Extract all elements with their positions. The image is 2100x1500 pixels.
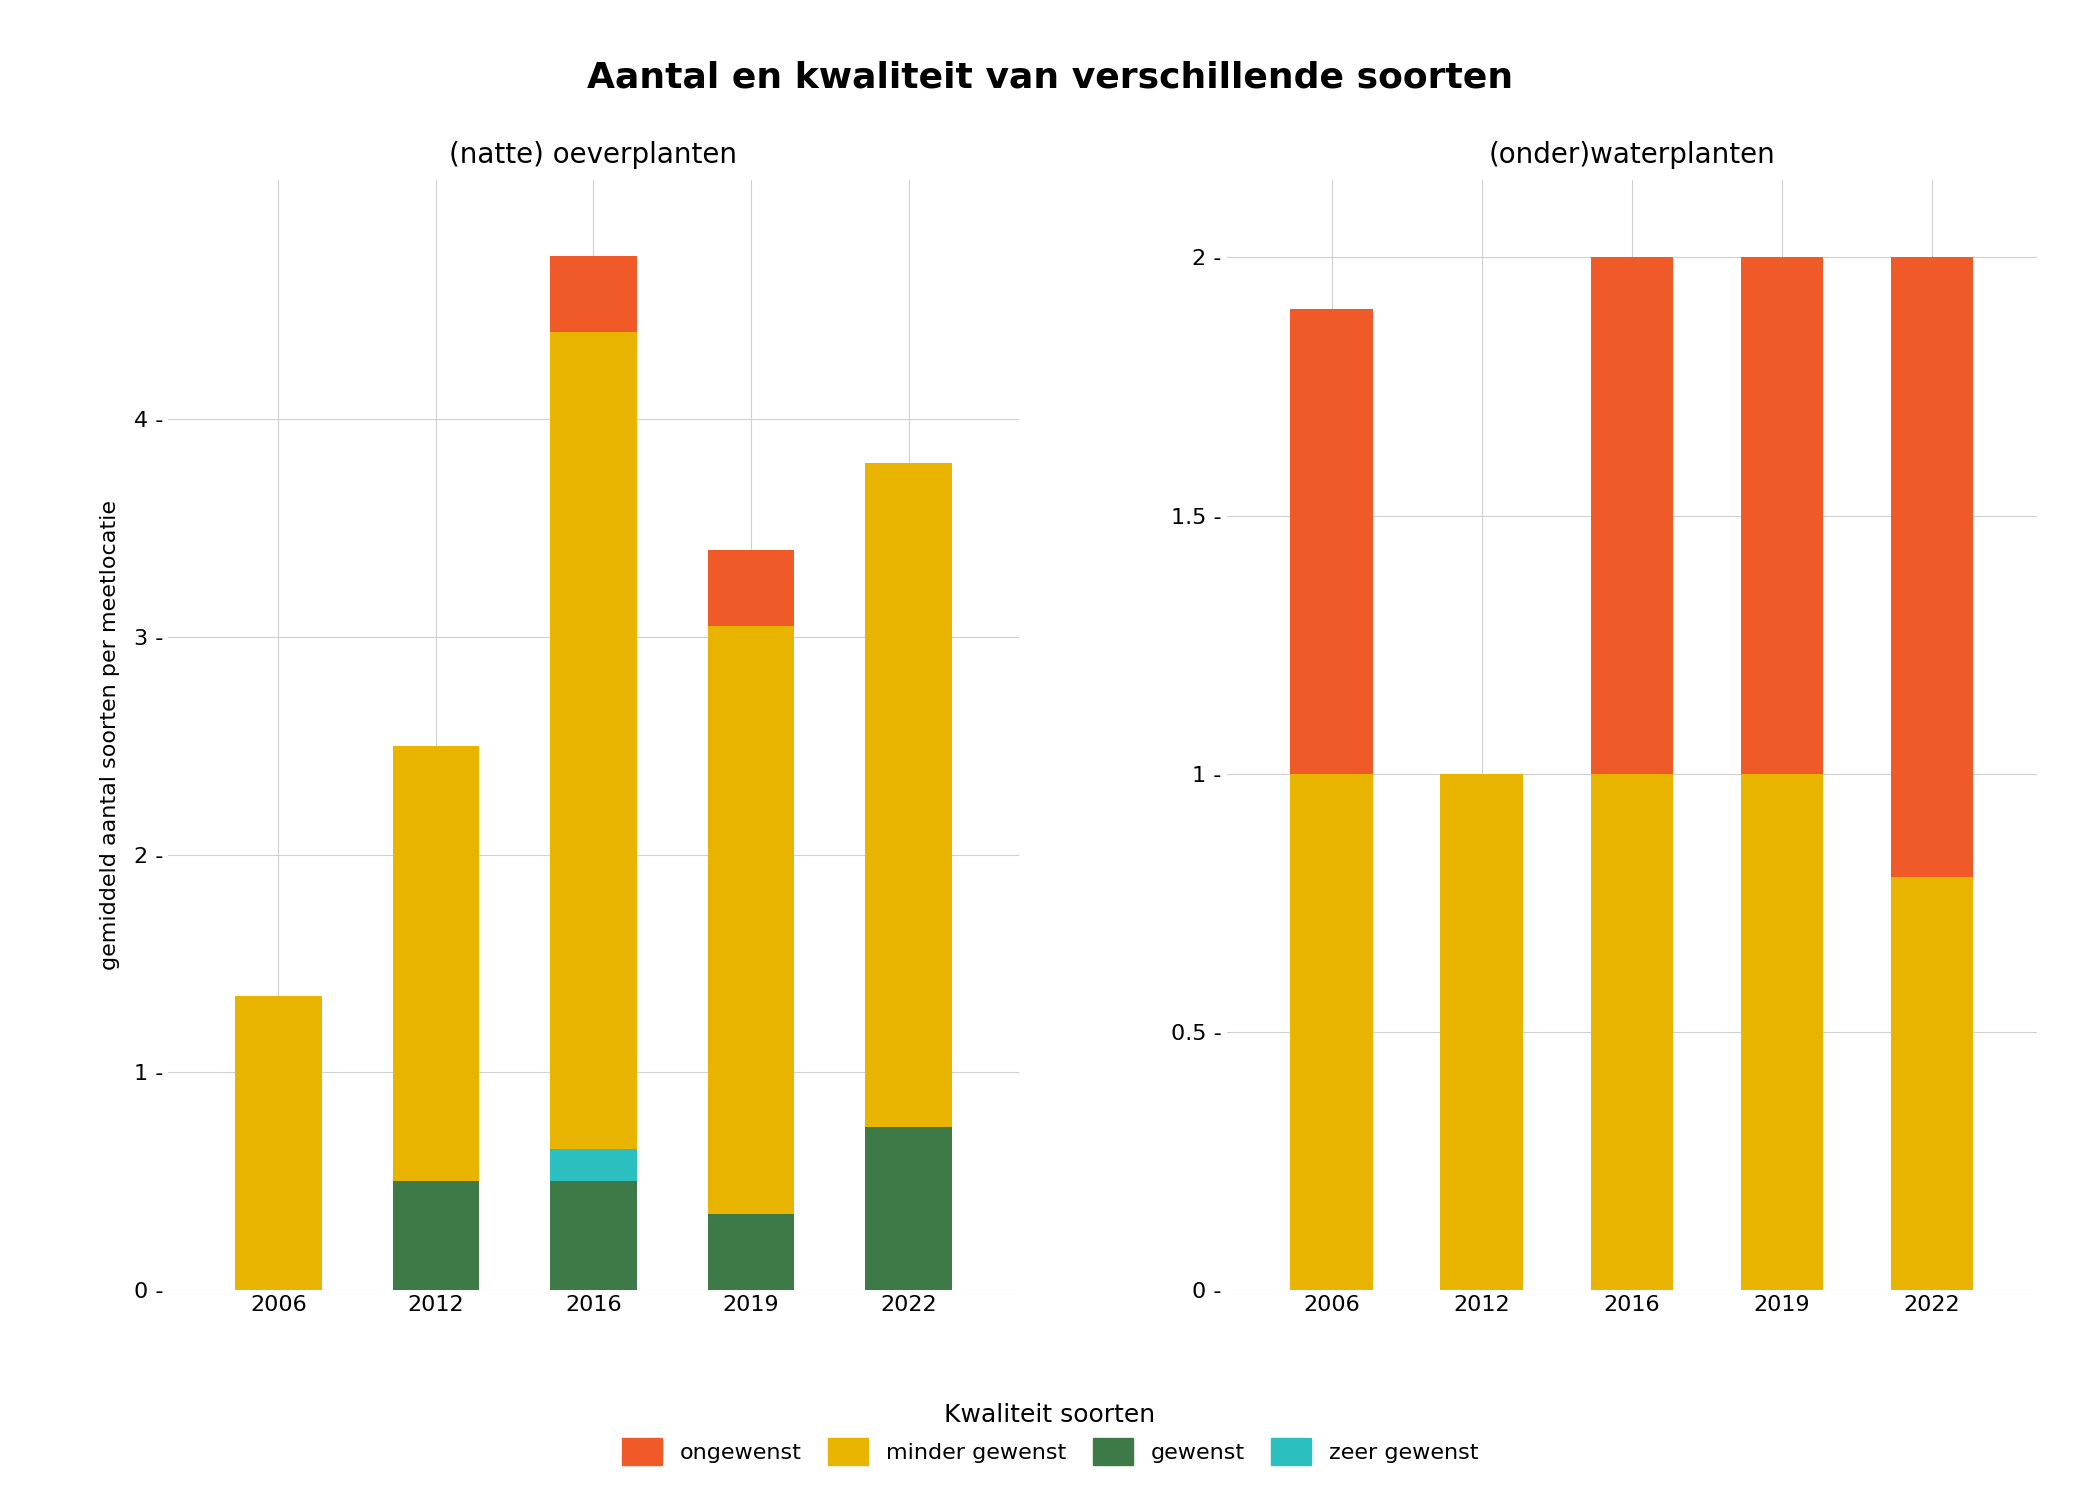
Bar (708, 626, 794, 1214)
Bar (1741, 258, 1823, 774)
Bar (550, 1149, 636, 1180)
Bar (865, 464, 951, 1126)
Bar (1289, 774, 1373, 1290)
Bar (865, 1126, 951, 1290)
Bar (393, 746, 479, 1180)
Bar (1890, 878, 1974, 1290)
Bar (1890, 258, 1974, 878)
Bar (550, 1180, 636, 1290)
Legend: ongewenst, minder gewenst, gewenst, zeer gewenst: ongewenst, minder gewenst, gewenst, zeer… (613, 1394, 1487, 1474)
Title: (natte) oeverplanten: (natte) oeverplanten (449, 141, 737, 170)
Text: Aantal en kwaliteit van verschillende soorten: Aantal en kwaliteit van verschillende so… (586, 60, 1514, 94)
Bar (1590, 774, 1674, 1290)
Bar (1289, 309, 1373, 774)
Bar (550, 333, 636, 1149)
Y-axis label: gemiddeld aantal soorten per meetlocatie: gemiddeld aantal soorten per meetlocatie (99, 500, 120, 970)
Bar (550, 256, 636, 333)
Bar (1441, 774, 1522, 1290)
Bar (708, 550, 794, 626)
Bar (393, 1180, 479, 1290)
Bar (708, 1214, 794, 1290)
Bar (235, 996, 321, 1290)
Title: (onder)waterplanten: (onder)waterplanten (1489, 141, 1774, 170)
Bar (1590, 258, 1674, 774)
Bar (1741, 774, 1823, 1290)
